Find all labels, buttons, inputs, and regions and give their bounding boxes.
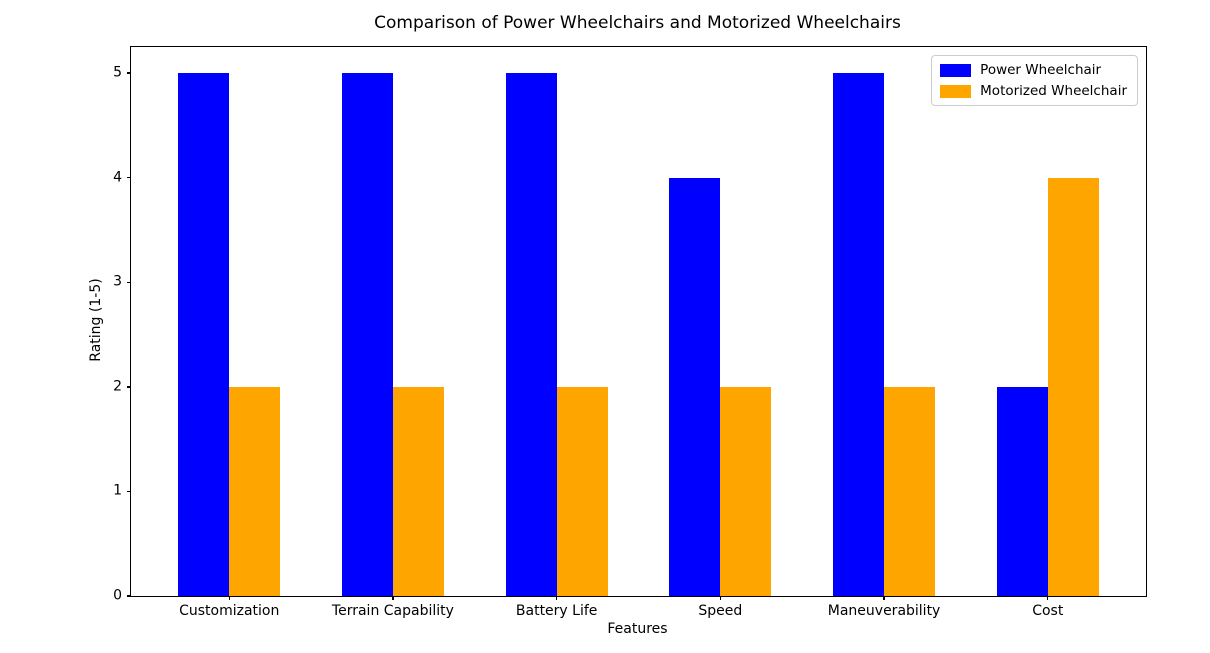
x-axis-label: Features bbox=[607, 621, 668, 637]
legend-item: Motorized Wheelchair bbox=[940, 83, 1127, 99]
legend-label: Motorized Wheelchair bbox=[980, 83, 1127, 99]
x-tick-mark bbox=[883, 596, 885, 600]
y-tick-mark bbox=[127, 177, 131, 179]
y-tick-label: 0 bbox=[113, 587, 122, 604]
bar-power-wheelchair bbox=[669, 177, 721, 596]
y-tick-label: 3 bbox=[113, 273, 122, 290]
y-tick-label: 1 bbox=[113, 483, 122, 500]
y-tick-label: 4 bbox=[113, 169, 122, 186]
bar-motorized-wheelchair bbox=[556, 386, 608, 596]
y-tick-mark bbox=[127, 72, 131, 74]
legend: Power Wheelchair Motorized Wheelchair bbox=[931, 55, 1138, 106]
bar-motorized-wheelchair bbox=[720, 386, 772, 596]
y-tick-mark bbox=[127, 386, 131, 388]
y-tick-label: 5 bbox=[113, 64, 122, 81]
y-axis-label: Rating (1-5) bbox=[88, 278, 104, 362]
bar-power-wheelchair bbox=[833, 73, 885, 596]
y-tick-mark bbox=[127, 281, 131, 283]
legend-item: Power Wheelchair bbox=[940, 62, 1127, 78]
x-tick-label: Cost bbox=[1032, 603, 1064, 619]
x-tick-label: Maneuverability bbox=[827, 603, 941, 619]
x-tick-mark bbox=[392, 596, 394, 600]
legend-label: Power Wheelchair bbox=[980, 62, 1102, 78]
y-tick-label: 2 bbox=[113, 378, 122, 395]
x-tick-label: Battery Life bbox=[515, 603, 598, 619]
legend-swatch bbox=[940, 63, 972, 77]
bar-motorized-wheelchair bbox=[884, 386, 936, 596]
x-tick-label: Customization bbox=[179, 603, 280, 619]
legend-swatch bbox=[940, 84, 972, 98]
x-tick-mark bbox=[719, 596, 722, 600]
bar-motorized-wheelchair bbox=[392, 386, 444, 596]
x-tick-label: Speed bbox=[698, 603, 743, 619]
y-tick-mark bbox=[127, 595, 131, 597]
x-tick-mark bbox=[228, 596, 230, 600]
bar-motorized-wheelchair bbox=[1047, 177, 1099, 596]
bar-power-wheelchair bbox=[505, 73, 557, 596]
chart-title: Comparison of Power Wheelchairs and Moto… bbox=[374, 13, 901, 33]
bar-power-wheelchair bbox=[178, 73, 230, 596]
y-tick-mark bbox=[127, 490, 131, 493]
bar-power-wheelchair bbox=[996, 386, 1048, 596]
bar-motorized-wheelchair bbox=[229, 386, 281, 596]
bar-power-wheelchair bbox=[341, 73, 393, 596]
x-tick-mark bbox=[555, 596, 558, 600]
x-tick-mark bbox=[1047, 596, 1049, 600]
x-tick-label: Terrain Capability bbox=[331, 603, 454, 619]
plot-area: 0 1 2 3 4 5 Customization Terrain Capability Bat… bbox=[113, 46, 1147, 619]
